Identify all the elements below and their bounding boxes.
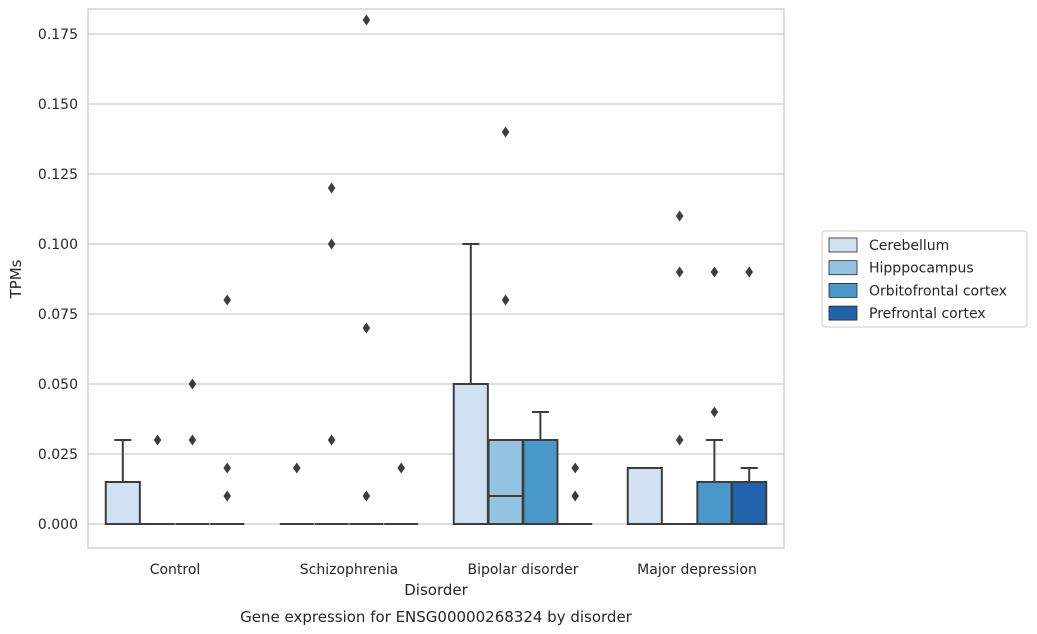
box-0-1 [140,434,175,525]
outlier-point [397,462,405,474]
box-iqr [452,383,489,525]
y-tick-label: 0.175 [38,27,78,43]
y-tick-label: 0.125 [38,167,78,183]
y-tick-label: 0.075 [38,307,78,323]
outlier-point [223,294,231,306]
x-tick-labels: Control Schizophrenia Bipolar disorder Majo… [150,562,757,578]
y-axis-label: TPMs [7,259,25,299]
outlier-point [327,434,336,446]
box-1-0 [279,462,314,525]
box-0-2 [175,378,210,525]
x-tick-label: Control [150,562,201,578]
box-0-0 [104,439,141,525]
box-0-3 [210,294,245,525]
legend-label: Orbitofrontal cortex [869,283,1007,299]
outlier-point [223,490,231,502]
y-tick-label: 0.150 [38,97,78,113]
box-1-1 [314,182,349,525]
legend-label: Cerebellum [869,238,949,254]
legend-frame [821,230,1028,328]
box-iqr [487,439,524,525]
legend-swatch [828,305,858,321]
y-tick-label: 0.050 [38,377,78,393]
box-iqr [626,467,663,525]
box-3-0 [626,467,663,525]
box-3-3 [731,266,768,525]
grid-lines [88,33,784,525]
outlier-point [153,434,162,446]
outlier-point [327,182,336,194]
y-tick-label: 0.000 [38,517,78,533]
outlier-point [362,14,371,26]
outlier-point [710,266,719,278]
legend-swatch [828,237,858,253]
outlier-point [188,378,197,390]
box-iqr [731,481,768,525]
box-iqr [104,481,141,525]
box-2-3 [558,462,593,525]
legend: Cerebellum Hipppocampus Orbitofrontal cort… [821,230,1028,328]
box-plot-marks [104,14,768,525]
chart-caption: Gene expression for ENSG00000268324 by d… [240,608,633,626]
outlier-point [710,406,719,418]
y-tick-label: 0.025 [38,447,78,463]
outlier-point [293,462,301,474]
legend-label: Hipppocampus [869,261,974,277]
box-3-2 [696,266,733,525]
outlier-point [675,210,684,222]
outlier-point [223,462,231,474]
outlier-point [362,322,371,334]
legend-swatch [828,260,858,276]
box-3-1 [662,210,697,525]
box-2-0 [452,243,489,525]
outlier-point [675,266,684,278]
outlier-point [188,434,197,446]
box-2-1 [487,126,524,525]
x-axis-label: Disorder [404,581,468,599]
legend-label: Prefrontal cortex [869,306,986,322]
box-1-3 [384,462,419,525]
outlier-point [327,238,336,250]
box-1-2 [349,14,384,525]
y-tick-labels: 0.000 0.025 0.050 0.075 0.100 0.125 0.150 0.175 [38,27,78,533]
outlier-point [501,126,510,138]
x-tick-label: Major depression [637,562,757,578]
box-2-2 [522,411,559,525]
outlier-point [571,462,579,474]
outlier-point [745,266,753,278]
outlier-point [362,490,371,502]
x-tick-label: Bipolar disorder [467,562,578,578]
x-tick-label: Schizophrenia [300,562,398,578]
legend-swatch [828,282,858,298]
outlier-point [501,294,510,306]
box-iqr [696,481,733,525]
plot-frame [87,8,785,549]
outlier-point [571,490,579,502]
box-iqr [522,439,559,525]
y-tick-label: 0.100 [38,237,78,253]
outlier-point [675,434,684,446]
